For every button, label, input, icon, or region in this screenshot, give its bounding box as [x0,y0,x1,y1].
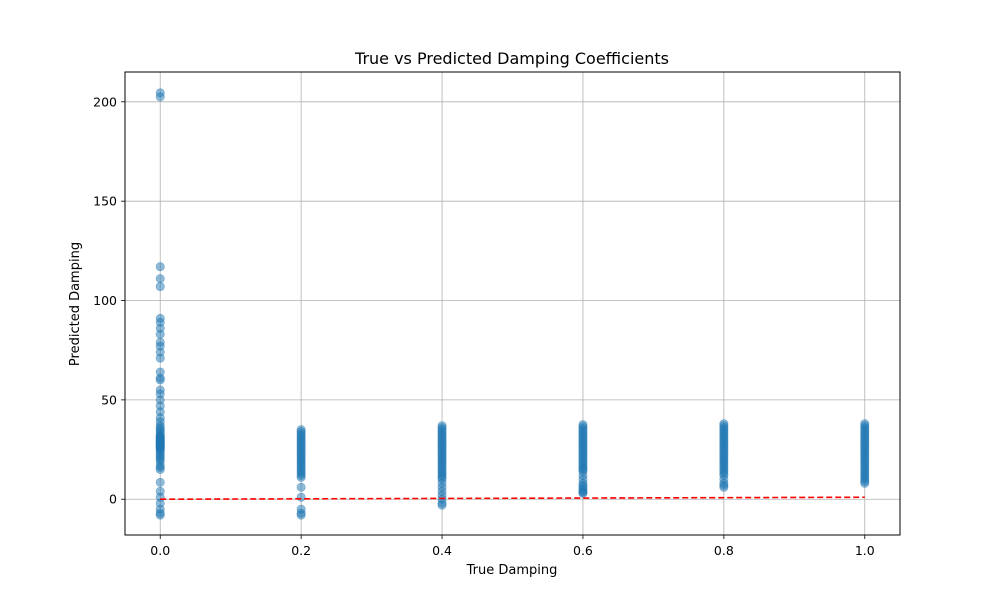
y-tick-label: 200 [93,94,117,109]
reference-line [160,496,865,501]
chart-title: True vs Predicted Damping Coefficients [354,49,669,68]
y-axis-label: Predicted Damping [68,242,83,366]
x-tick-label: 1.0 [855,543,875,558]
data-point [155,477,165,487]
y-tick-label: 150 [93,194,117,209]
x-axis-label: True Damping [466,563,558,578]
y-tick-label: 0 [109,492,117,507]
data-point [155,262,165,272]
data-point [155,375,165,385]
data-point [860,478,870,488]
reference-line-layer [160,496,865,501]
data-point [578,488,588,498]
data-point [578,464,588,474]
y-tick-label: 50 [101,392,117,407]
axis-ticks: 0.0 0.2 0.4 0.6 0.8 1.0 0 50 100 150 200 [93,94,875,558]
x-tick-label: 0.0 [150,543,170,558]
x-tick-label: 0.4 [432,543,452,558]
x-tick-label: 0.2 [291,543,311,558]
data-point [719,482,729,492]
data-point [155,274,165,284]
data-point [155,329,165,339]
data-point [155,439,165,449]
data-point [437,500,447,510]
data-point [296,472,306,482]
x-tick-label: 0.8 [714,543,734,558]
data-point [155,464,165,474]
data-point [155,92,165,102]
data-points [155,88,870,520]
data-point [296,510,306,520]
data-point [155,353,165,363]
data-point [296,482,306,492]
data-point [155,282,165,292]
data-point [155,510,165,520]
data-point [296,492,306,502]
x-tick-label: 0.6 [573,543,593,558]
y-tick-label: 100 [93,293,117,308]
plot-frame [124,71,901,536]
